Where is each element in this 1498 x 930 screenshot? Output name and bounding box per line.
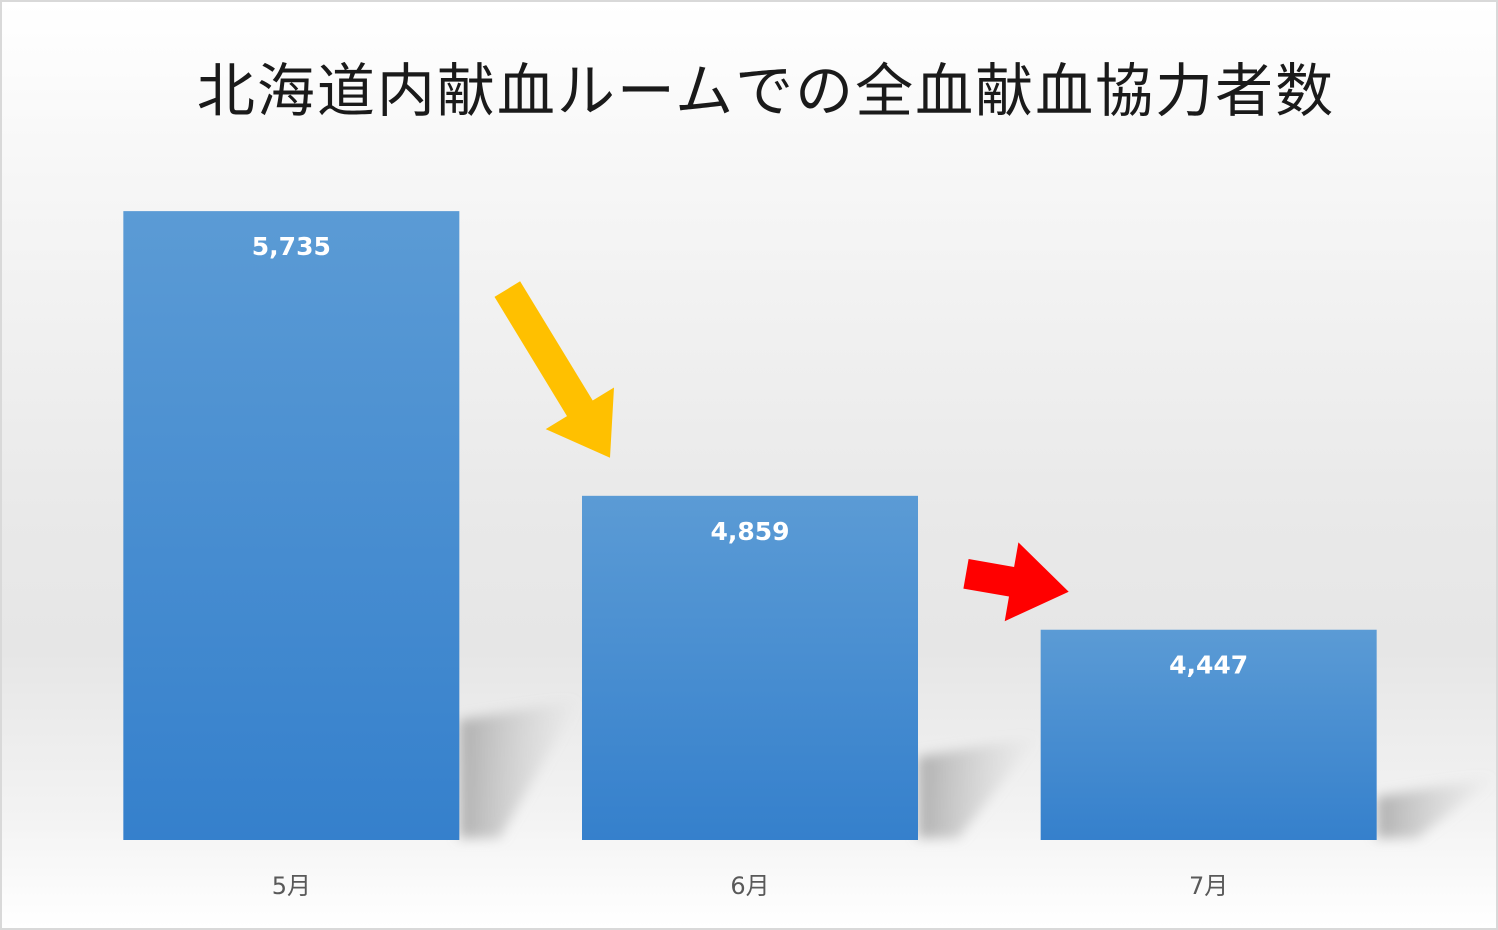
bars — [123, 211, 1377, 840]
bar-shadow — [1376, 777, 1496, 838]
data-label: 4,859 — [710, 517, 789, 546]
chart-title: 北海道内献血ルームでの全血献血協力者数 — [196, 57, 1336, 125]
data-label: 4,447 — [1169, 651, 1248, 680]
category-tick-label: 7月 — [1189, 872, 1228, 900]
trend-arrows — [494, 281, 1069, 622]
red-arrow — [963, 542, 1069, 622]
bar-2 — [582, 495, 918, 840]
bar-shadow — [459, 700, 580, 838]
bar-3 — [1040, 629, 1377, 840]
yellow-arrow — [494, 281, 614, 458]
bar-shadows — [459, 700, 1496, 838]
data-label: 5,735 — [252, 232, 331, 261]
category-ticks: 5月 6月 7月 — [272, 872, 1229, 900]
bar-1 — [123, 211, 460, 840]
category-tick-label: 6月 — [730, 872, 769, 900]
data-labels: 5,735 4,859 4,447 — [252, 232, 1248, 680]
bar-shadow — [918, 736, 1038, 838]
category-tick-label: 5月 — [272, 872, 311, 900]
